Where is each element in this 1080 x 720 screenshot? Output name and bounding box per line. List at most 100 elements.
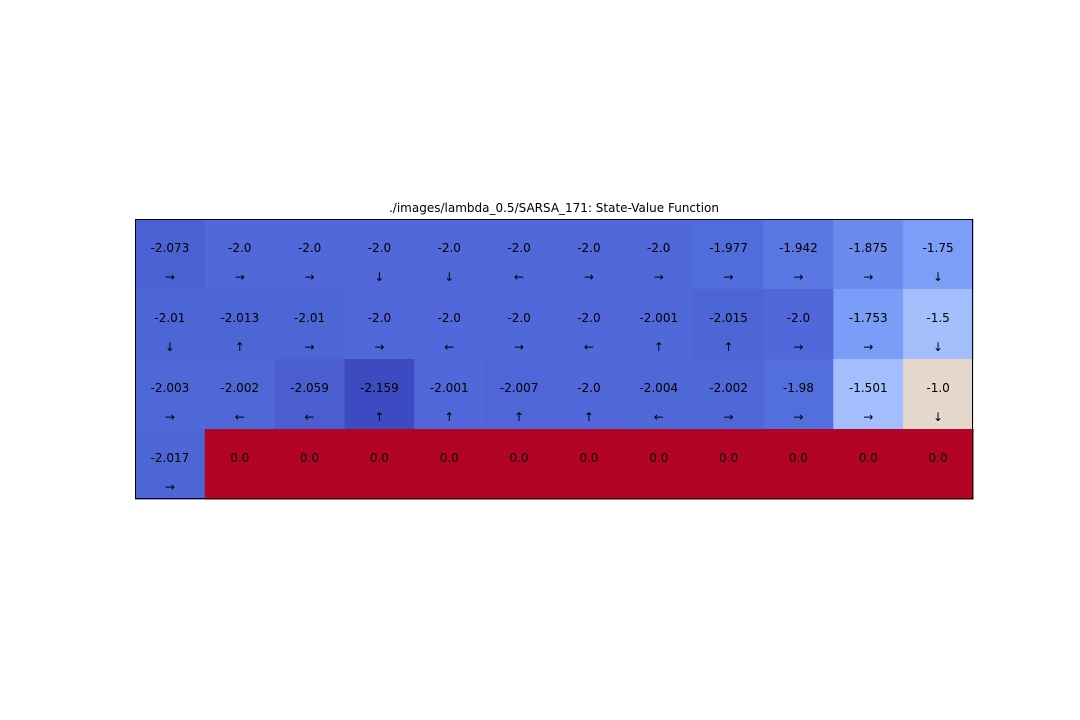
cell-value-r2-c7: -2.004 [639, 381, 678, 395]
policy-arrow-r1-c9: → [793, 340, 803, 354]
policy-arrow-r1-c0: ↓ [165, 340, 175, 354]
heatmap-cell-r0-c6 [554, 219, 625, 290]
policy-arrow-r1-c3: → [374, 340, 384, 354]
cell-value-r0-c3: -2.0 [368, 241, 391, 255]
cell-value-r0-c4: -2.0 [438, 241, 461, 255]
cell-value-r0-c8: -1.977 [709, 241, 748, 255]
policy-arrow-r2-c8: → [724, 410, 734, 424]
cell-value-r1-c1: -2.013 [220, 311, 259, 325]
heatmap-cell-r0-c4 [414, 219, 485, 290]
heatmap-cell-r2-c7 [623, 359, 695, 430]
cell-value-r1-c3: -2.0 [368, 311, 391, 325]
heatmap-frame [135, 219, 973, 499]
cell-value-r2-c6: -2.0 [577, 381, 600, 395]
heatmap-labels: -2.073 → -2.0 → -2.0 → -2.0 ↓ -2.0 ↓ -2.0 ← -2.0 → -2.… [151, 241, 954, 494]
policy-arrow-r2-c4: ↑ [444, 410, 454, 424]
cell-value-r3-c3: 0.0 [370, 451, 389, 465]
policy-arrow-r0-c4: ↓ [444, 270, 454, 284]
heatmap-cell-r0-c8 [693, 219, 765, 290]
policy-arrow-r2-c1: ← [235, 410, 245, 424]
cell-value-r0-c5: -2.0 [507, 241, 530, 255]
cell-value-r3-c5: 0.0 [510, 451, 529, 465]
policy-arrow-r0-c8: → [724, 270, 734, 284]
heatmap-cell-r2-c8 [693, 359, 765, 430]
cell-value-r2-c4: -2.001 [430, 381, 469, 395]
cell-value-r0-c1: -2.0 [228, 241, 251, 255]
cell-value-r2-c2: -2.059 [290, 381, 329, 395]
heatmap-cell-r3-c3 [344, 429, 415, 500]
cell-value-r0-c6: -2.0 [577, 241, 600, 255]
heatmap-cell-r0-c3 [344, 219, 415, 290]
heatmap-cell-r2-c3 [344, 359, 415, 430]
heatmap-cell-r0-c0 [135, 219, 206, 290]
heatmap-cell-r1-c5 [484, 289, 555, 360]
policy-arrow-r1-c2: → [305, 340, 315, 354]
cell-value-r1-c8: -2.015 [709, 311, 748, 325]
heatmap-cell-r0-c2 [274, 219, 346, 290]
heatmap-cell-r3-c4 [414, 429, 485, 500]
cell-value-r0-c10: -1.875 [849, 241, 888, 255]
heatmap-cell-r1-c11 [903, 289, 974, 360]
cell-value-r0-c7: -2.0 [647, 241, 670, 255]
heatmap-cell-r3-c9 [763, 429, 834, 500]
heatmap-cell-r0-c9 [763, 219, 834, 290]
cell-value-r3-c8: 0.0 [719, 451, 738, 465]
policy-arrow-r0-c0: → [165, 270, 175, 284]
heatmap-cell-r1-c8 [693, 289, 765, 360]
cell-value-r2-c10: -1.501 [849, 381, 888, 395]
heatmap-cell-r3-c2 [274, 429, 346, 500]
cell-value-r1-c11: -1.5 [926, 311, 949, 325]
heatmap-cell-r2-c1 [204, 359, 276, 430]
cell-value-r2-c3: -2.159 [360, 381, 399, 395]
policy-arrow-r2-c2: ← [305, 410, 315, 424]
heatmap-cell-r0-c1 [204, 219, 276, 290]
policy-arrow-r2-c5: ↑ [514, 410, 524, 424]
heatmap-cell-r3-c1 [204, 429, 276, 500]
cell-value-r1-c2: -2.01 [294, 311, 325, 325]
heatmap-cell-r1-c2 [274, 289, 346, 360]
policy-arrow-r3-c0: → [165, 480, 175, 494]
cell-value-r0-c9: -1.942 [779, 241, 818, 255]
cell-value-r3-c11: 0.0 [929, 451, 948, 465]
cell-value-r1-c9: -2.0 [787, 311, 810, 325]
cell-value-r0-c0: -2.073 [151, 241, 190, 255]
policy-arrow-r0-c1: → [235, 270, 245, 284]
policy-arrow-r1-c10: → [863, 340, 873, 354]
cell-value-r1-c4: -2.0 [438, 311, 461, 325]
cell-value-r1-c6: -2.0 [577, 311, 600, 325]
policy-arrow-r2-c11: ↓ [933, 410, 943, 424]
cell-value-r1-c7: -2.001 [639, 311, 678, 325]
policy-arrow-r2-c10: → [863, 410, 873, 424]
heatmap-cell-r2-c10 [833, 359, 904, 430]
policy-arrow-r0-c9: → [793, 270, 803, 284]
cell-value-r1-c10: -1.753 [849, 311, 888, 325]
heatmap-cell-r1-c6 [554, 289, 625, 360]
heatmap-cell-r1-c1 [204, 289, 276, 360]
heatmap-cell-r1-c0 [135, 289, 206, 360]
cell-value-r1-c5: -2.0 [507, 311, 530, 325]
cell-value-r3-c4: 0.0 [440, 451, 459, 465]
heatmap-cell-r0-c10 [833, 219, 904, 290]
policy-arrow-r1-c7: ↑ [654, 340, 664, 354]
heatmap-cell-r3-c6 [554, 429, 625, 500]
chart-title: ./images/lambda_0.5/SARSA_171: State-Val… [388, 201, 720, 215]
cell-value-r3-c2: 0.0 [300, 451, 319, 465]
cell-value-r2-c9: -1.98 [783, 381, 814, 395]
cell-value-r3-c1: 0.0 [230, 451, 249, 465]
heatmap-cell-r2-c6 [554, 359, 625, 430]
cell-value-r3-c10: 0.0 [859, 451, 878, 465]
heatmap-cell-r0-c5 [484, 219, 555, 290]
policy-arrow-r1-c5: → [514, 340, 524, 354]
policy-arrow-r0-c2: → [305, 270, 315, 284]
policy-arrow-r2-c3: ↑ [374, 410, 384, 424]
heatmap-cell-r3-c5 [484, 429, 555, 500]
policy-arrow-r0-c6: → [584, 270, 594, 284]
policy-arrow-r2-c9: → [793, 410, 803, 424]
policy-arrow-r0-c11: ↓ [933, 270, 943, 284]
heatmap-cell-r2-c5 [484, 359, 555, 430]
policy-arrow-r0-c10: → [863, 270, 873, 284]
heatmap-cell-r3-c0 [135, 429, 206, 500]
policy-arrow-r1-c8: ↑ [724, 340, 734, 354]
policy-arrow-r2-c6: ↑ [584, 410, 594, 424]
